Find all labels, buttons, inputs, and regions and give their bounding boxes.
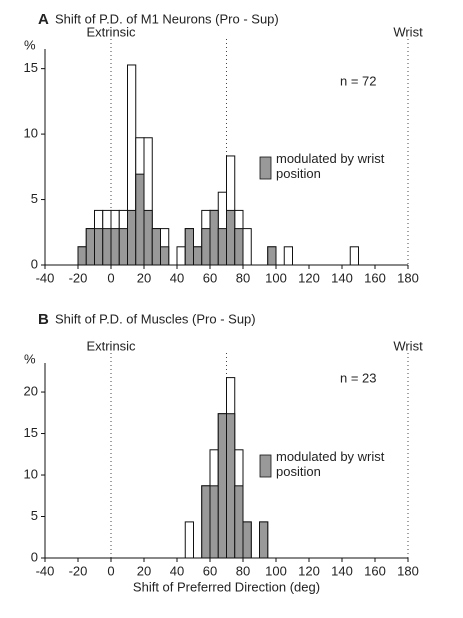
x-tick-label: -20 (69, 270, 88, 285)
histogram-bar (209, 209, 219, 266)
histogram-bar (184, 228, 194, 266)
x-tick-label: 40 (170, 563, 184, 578)
x-tick-label: 140 (331, 270, 353, 285)
x-tick-label: -40 (36, 563, 55, 578)
histogram-bar (160, 246, 170, 266)
x-tick-label: 80 (236, 270, 250, 285)
histogram-bar (209, 485, 219, 559)
reference-label: Wrist (393, 24, 423, 39)
x-tick-label: 120 (298, 270, 320, 285)
y-tick-label: 20 (24, 383, 38, 398)
x-tick-label: 0 (107, 563, 114, 578)
histogram-bar (193, 246, 203, 266)
histogram-bar (234, 485, 244, 559)
histogram-bar (267, 246, 277, 266)
histogram-bar (127, 209, 137, 266)
x-tick-label: 20 (137, 563, 151, 578)
legend-label: modulated by wrist position (276, 151, 385, 181)
histogram-bar (118, 228, 128, 266)
legend-swatch (259, 454, 272, 478)
histogram-bar (283, 246, 293, 266)
y-tick-label: 15 (24, 60, 38, 75)
chart-title: Shift of P.D. of M1 Neurons (Pro - Sup) (55, 11, 279, 26)
x-tick-label: 20 (137, 270, 151, 285)
x-tick-label: 60 (203, 563, 217, 578)
legend-label: modulated by wrist position (276, 449, 385, 479)
x-tick-label: -20 (69, 563, 88, 578)
y-tick-label: 0 (31, 256, 38, 271)
y-tick-label: 0 (31, 549, 38, 564)
x-tick-label: 160 (364, 270, 386, 285)
histogram-bar (349, 246, 359, 266)
histogram-bar (259, 521, 269, 559)
legend-box: modulated by wrist position (276, 151, 385, 181)
y-tick-label: 15 (24, 425, 38, 440)
histogram-bar (184, 521, 194, 559)
histogram-bar (217, 413, 227, 559)
histogram-bar (151, 228, 161, 266)
histogram-bar (226, 209, 236, 266)
reference-label: Wrist (393, 338, 423, 353)
annotation: n = 72 (340, 73, 377, 88)
x-tick-label: 40 (170, 270, 184, 285)
x-tick-label: 100 (265, 270, 287, 285)
histogram-bar (110, 228, 120, 266)
y-tick-label: 10 (24, 466, 38, 481)
x-tick-label: 60 (203, 270, 217, 285)
histogram-bar (242, 228, 252, 266)
histogram-bar (85, 228, 95, 266)
x-axis-label: Shift of Preferred Direction (deg) (133, 579, 320, 594)
panel-label: A (38, 11, 49, 28)
y-axis-label: % (24, 37, 36, 52)
y-tick-label: 10 (24, 126, 38, 141)
reference-label: Extrinsic (86, 338, 136, 353)
y-tick-label: 5 (31, 191, 38, 206)
legend-swatch (259, 156, 272, 180)
legend-box: modulated by wrist position (276, 449, 385, 479)
histogram-bar (143, 209, 153, 266)
histogram-bar (176, 246, 186, 266)
x-tick-label: 180 (397, 270, 419, 285)
histogram-bar (201, 228, 211, 266)
x-tick-label: 0 (107, 270, 114, 285)
histogram-bar (201, 485, 211, 559)
x-tick-label: 120 (298, 563, 320, 578)
chart-title: Shift of P.D. of Muscles (Pro - Sup) (55, 311, 256, 326)
annotation: n = 23 (340, 370, 377, 385)
x-tick-label: 180 (397, 563, 419, 578)
histogram-bar (234, 228, 244, 266)
histogram-bar (77, 246, 87, 266)
y-axis-label: % (24, 351, 36, 366)
x-tick-label: 80 (236, 563, 250, 578)
y-tick-label: 5 (31, 508, 38, 523)
x-tick-label: -40 (36, 270, 55, 285)
histogram-bar (217, 228, 227, 266)
x-tick-label: 100 (265, 563, 287, 578)
histogram-bar (102, 228, 112, 266)
histogram-bar (226, 413, 236, 559)
panel-label: B (38, 311, 49, 328)
x-tick-label: 160 (364, 563, 386, 578)
x-tick-label: 140 (331, 563, 353, 578)
histogram-bar (94, 228, 104, 266)
histogram-bar (242, 521, 252, 559)
histogram-bar (135, 173, 145, 266)
reference-label: Extrinsic (86, 24, 136, 39)
